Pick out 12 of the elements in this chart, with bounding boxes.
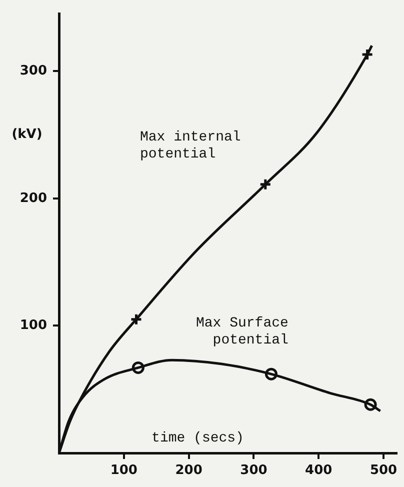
y-tick-label: 200 <box>20 190 47 206</box>
x-tick-label: 500 <box>370 463 398 478</box>
y-tick-label: 300 <box>20 63 47 78</box>
annotation: Max internal potential <box>140 130 241 163</box>
x-tick-label: 300 <box>240 463 268 478</box>
y-axis-title: (kV) <box>12 127 42 142</box>
y-tick-label: 100 <box>20 318 47 334</box>
annotation: Max Surface potential <box>196 316 288 349</box>
x-tick-label: 200 <box>175 463 202 478</box>
x-tick-label: 100 <box>110 463 138 478</box>
x-tick-label: 400 <box>305 463 332 478</box>
x-axis-title: time (secs) <box>152 430 244 447</box>
